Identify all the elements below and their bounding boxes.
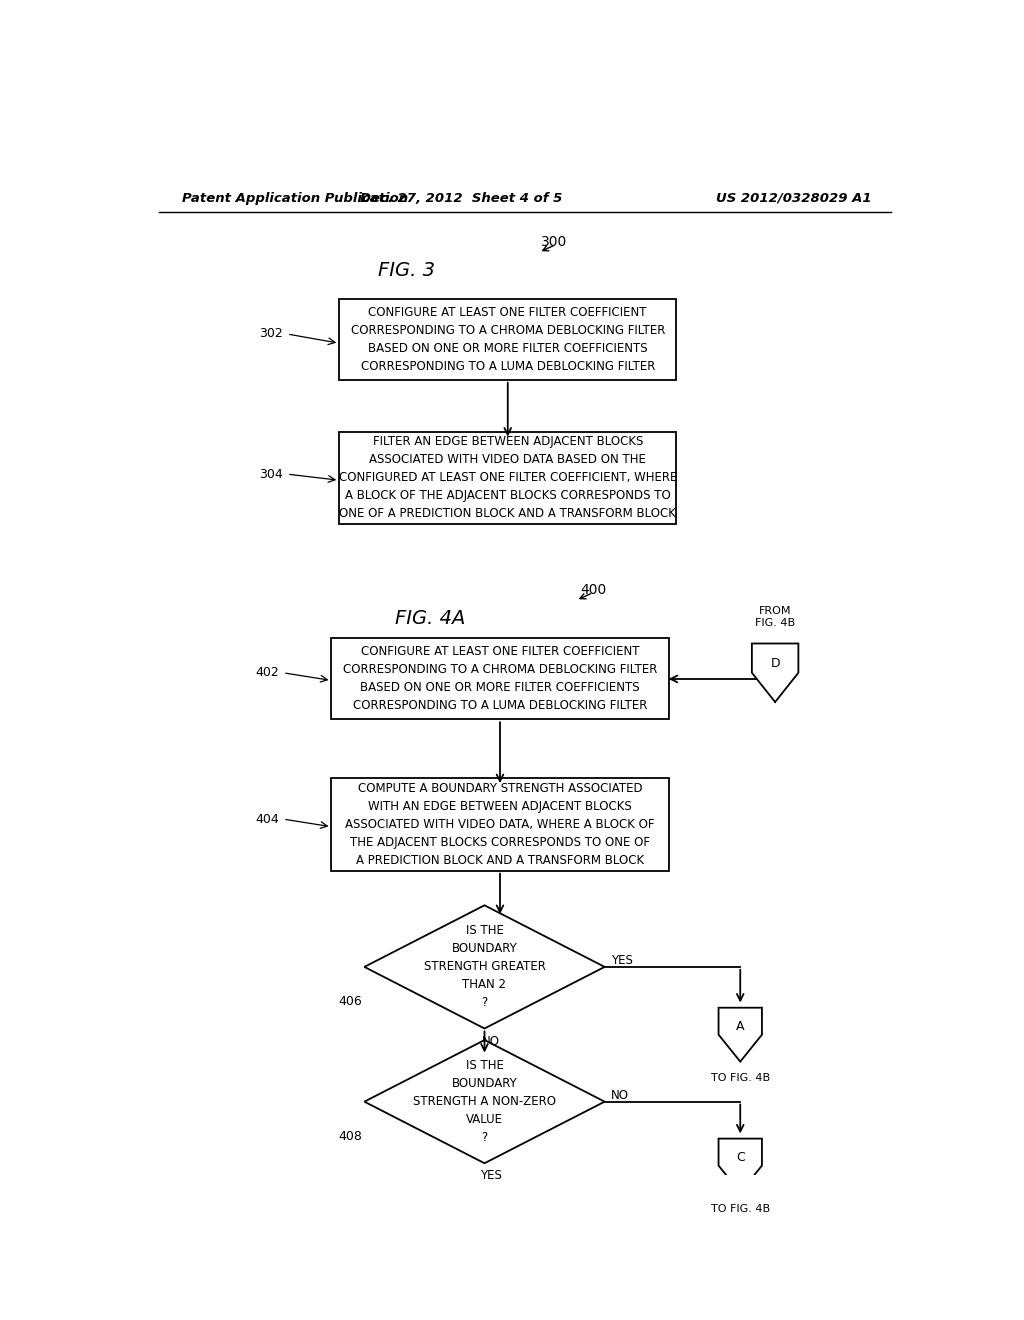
Text: FROM
FIG. 4B: FROM FIG. 4B	[755, 606, 796, 628]
Polygon shape	[719, 1007, 762, 1061]
Polygon shape	[365, 906, 604, 1028]
Text: CONFIGURE AT LEAST ONE FILTER COEFFICIENT
CORRESPONDING TO A CHROMA DEBLOCKING F: CONFIGURE AT LEAST ONE FILTER COEFFICIEN…	[343, 645, 657, 713]
Text: YES: YES	[480, 1170, 502, 1183]
Polygon shape	[365, 1040, 604, 1163]
Text: Patent Application Publication: Patent Application Publication	[182, 191, 409, 205]
Polygon shape	[719, 1139, 762, 1192]
Text: 302: 302	[259, 327, 283, 341]
Text: NO: NO	[481, 1035, 500, 1048]
Text: US 2012/0328029 A1: US 2012/0328029 A1	[717, 191, 872, 205]
FancyBboxPatch shape	[332, 639, 669, 719]
Text: TO FIG. 4B: TO FIG. 4B	[711, 1204, 770, 1214]
Text: 406: 406	[339, 995, 362, 1008]
Text: A: A	[736, 1020, 744, 1034]
Text: COMPUTE A BOUNDARY STRENGTH ASSOCIATED
WITH AN EDGE BETWEEN ADJACENT BLOCKS
ASSO: COMPUTE A BOUNDARY STRENGTH ASSOCIATED W…	[345, 781, 654, 867]
FancyBboxPatch shape	[332, 779, 669, 871]
FancyBboxPatch shape	[339, 432, 676, 524]
Text: C: C	[736, 1151, 744, 1164]
Text: FIG. 4A: FIG. 4A	[395, 610, 466, 628]
Text: TO FIG. 4B: TO FIG. 4B	[711, 1073, 770, 1084]
Text: FIG. 3: FIG. 3	[379, 260, 435, 280]
Text: D: D	[770, 657, 780, 671]
Text: FILTER AN EDGE BETWEEN ADJACENT BLOCKS
ASSOCIATED WITH VIDEO DATA BASED ON THE
C: FILTER AN EDGE BETWEEN ADJACENT BLOCKS A…	[339, 436, 677, 520]
Text: IS THE
BOUNDARY
STRENGTH GREATER
THAN 2
?: IS THE BOUNDARY STRENGTH GREATER THAN 2 …	[424, 924, 546, 1010]
Text: 404: 404	[255, 813, 280, 825]
Polygon shape	[752, 644, 799, 702]
Text: 300: 300	[541, 235, 567, 248]
Text: CONFIGURE AT LEAST ONE FILTER COEFFICIENT
CORRESPONDING TO A CHROMA DEBLOCKING F: CONFIGURE AT LEAST ONE FILTER COEFFICIEN…	[350, 306, 665, 372]
Text: 400: 400	[580, 582, 606, 597]
Text: 402: 402	[255, 667, 280, 680]
Text: Dec. 27, 2012  Sheet 4 of 5: Dec. 27, 2012 Sheet 4 of 5	[360, 191, 562, 205]
Text: IS THE
BOUNDARY
STRENGTH A NON-ZERO
VALUE
?: IS THE BOUNDARY STRENGTH A NON-ZERO VALU…	[413, 1059, 556, 1144]
FancyBboxPatch shape	[339, 298, 676, 380]
Text: 408: 408	[339, 1130, 362, 1143]
Text: 304: 304	[259, 467, 283, 480]
Text: NO: NO	[611, 1089, 629, 1102]
Text: YES: YES	[611, 954, 633, 968]
